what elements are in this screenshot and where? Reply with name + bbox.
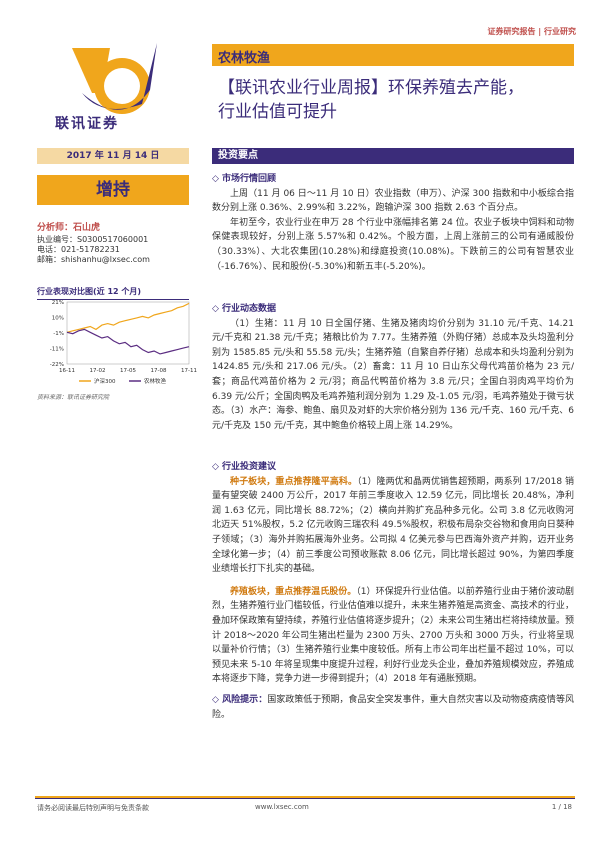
x-tick-label: 17-08 <box>151 368 167 374</box>
performance-chart: 21% 10% -1% -11% -22%16-11 17-02 17-05 17-08 17-… <box>50 300 197 385</box>
title-line-2: 行业估值可提升 <box>218 102 337 122</box>
x-tick-label: 17-11 <box>181 368 197 374</box>
series-line <box>66 328 190 355</box>
risk-lead: ◇ 风险提示： <box>212 694 268 705</box>
industry-dynamics: ◇ 行业动态数据 （1）生猪：11 月 10 日全国仔猪、生猪及猪肉均价分别为 … <box>212 302 574 433</box>
risk-para: ◇ 风险提示：国家政策低于预期，食品安全突发事件，重大自然灾害以及动物疫病疫情等… <box>212 693 574 722</box>
seed-text: （1）隆两优和晶两优销售超预期，两系列 17/2018 销量有望突破 2400 … <box>212 476 574 575</box>
dynamics-heading: ◇ 行业动态数据 <box>212 304 277 314</box>
x-tick-label: 17-02 <box>90 368 106 374</box>
chart-source: 资料来源：联讯证券研究院 <box>37 394 110 401</box>
brand-logo <box>72 43 157 114</box>
market-heading: ◇ 市场行情回顾 <box>212 174 277 184</box>
report-date: 2017 年 11 月 14 日 <box>37 148 189 164</box>
breed-text: （1）环保提升行业估值。以前养殖行业由于猪价波动剧烈，生猪养殖行业门槛较低，行业… <box>212 586 574 685</box>
footer-accent <box>35 796 575 798</box>
brand-name: 联讯证券 <box>55 116 119 132</box>
seed-para: 种子板块，重点推荐隆平高科。（1）隆两优和晶两优销售超预期，两系列 17/201… <box>212 475 574 577</box>
market-para-2: 年初至今，农业行业在申万 28 个行业中涨幅排名第 24 位。农业子板块中饲料和… <box>212 217 574 272</box>
y-tick-label: -11% <box>50 347 64 353</box>
title-line-1: 【联讯农业行业周报】环保养殖去产能， <box>218 78 524 98</box>
analyst-phone: 电话：021-51782231 <box>37 245 120 254</box>
risk-text: 国家政策低于预期，食品安全突发事件，重大自然灾害以及动物疫病疫情等风险。 <box>212 694 574 720</box>
x-tick-label: 17-05 <box>120 368 136 374</box>
market-review: ◇ 市场行情回顾 上周（11 月 06 日～11 月 10 日）农业指数（申万）… <box>212 172 574 274</box>
analyst-email[interactable]: 邮箱：shishanhu@lxsec.com <box>37 255 150 264</box>
legend-label: 沪深300 <box>94 377 116 385</box>
footer-rule <box>35 798 575 799</box>
sector-label: 农林牧渔 <box>218 51 271 66</box>
sector-bar <box>212 44 574 66</box>
breed-lead: 养殖板块，重点推荐温氏股份。 <box>230 586 357 597</box>
dynamics-para: （1）生猪：11 月 10 日全国仔猪、生猪及猪肉均价分别为 31.10 元/千… <box>212 318 574 431</box>
breed-para: 养殖板块，重点推荐温氏股份。（1）环保提升行业估值。以前养殖行业由于猪价波动剧烈… <box>212 585 574 687</box>
chart-title: 行业表现对比图(近 12 个月) <box>37 286 189 300</box>
y-tick-label: -22% <box>50 362 64 368</box>
seed-lead: 种子板块，重点推荐隆平高科。 <box>230 476 358 487</box>
analyst-contact: 执业编号：S0300517060001 电话：021-51782231 邮箱：s… <box>37 235 150 265</box>
rating-badge: 增持 <box>37 175 189 205</box>
legend-label: 农林牧渔 <box>144 377 167 385</box>
footer-disclaimer[interactable]: 请务必阅读最后特别声明与免责条款 <box>37 804 149 812</box>
footer-website[interactable]: www.lxsec.com <box>255 803 309 811</box>
report-type-tag: 证券研究报告 | 行业研究 <box>487 27 577 36</box>
page-number: 1 / 18 <box>551 803 572 811</box>
report-title: 【联讯农业行业周报】环保养殖去产能， 行业估值可提升 <box>218 76 578 124</box>
investment-advice: ◇ 行业投资建议 种子板块，重点推荐隆平高科。（1）隆两优和晶两优销售超预期，两… <box>212 460 574 722</box>
x-tick-label: 16-11 <box>59 368 75 374</box>
market-para-1: 上周（11 月 06 日～11 月 10 日）农业指数（申万）、沪深 300 指… <box>212 188 574 214</box>
y-tick-label: -1% <box>53 331 64 337</box>
series-line <box>66 302 190 333</box>
section-title: 投资要点 <box>212 148 574 164</box>
advice-heading: ◇ 行业投资建议 <box>212 462 277 472</box>
plot-frame <box>66 301 190 365</box>
y-tick-label: 21% <box>52 300 64 306</box>
analyst-name: 分析师：石山虎 <box>37 223 101 233</box>
analyst-cert: 执业编号：S0300517060001 <box>37 235 149 244</box>
y-tick-label: 10% <box>52 316 64 322</box>
